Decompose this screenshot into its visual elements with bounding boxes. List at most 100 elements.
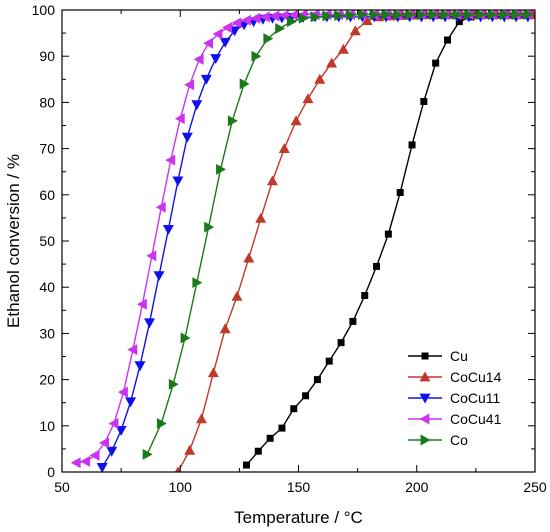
data-point-cu [337, 339, 345, 347]
y-tick-label: 70 [39, 141, 55, 157]
data-point-cocu14 [290, 115, 302, 126]
data-point-cocu41 [259, 11, 270, 23]
data-point-cu [373, 262, 381, 270]
data-point-cocu41 [89, 449, 100, 461]
data-point-co [358, 10, 368, 21]
data-point-cocu14 [267, 175, 278, 186]
y-tick-label: 60 [39, 187, 55, 203]
series-layer [70, 10, 535, 472]
data-point-cocu41 [174, 113, 185, 125]
data-point-cocu41 [155, 201, 166, 213]
data-point-cocu41 [127, 344, 138, 356]
data-point-cu [443, 36, 451, 44]
data-point-cocu14 [361, 15, 373, 25]
legend-marker [419, 371, 431, 382]
data-point-cocu14 [184, 444, 196, 455]
data-point-cu [290, 405, 298, 413]
data-point-cu [384, 230, 392, 238]
legend-marker [419, 413, 430, 425]
data-point-cu [266, 434, 274, 442]
data-point-cocu41 [80, 455, 91, 467]
x-axis-title: Temperature / °C [234, 508, 363, 527]
data-point-cocu11 [172, 176, 184, 187]
data-point-cu [361, 292, 369, 300]
data-point-cocu41 [165, 154, 176, 166]
data-point-cu [302, 392, 310, 400]
data-point-cocu14 [243, 252, 255, 263]
data-point-cocu14 [207, 367, 219, 378]
data-point-cocu41 [184, 79, 195, 91]
data-point-cocu14 [337, 43, 349, 54]
data-point-cocu41 [108, 418, 119, 429]
data-point-co [417, 10, 427, 21]
legend-label: Cu [450, 348, 468, 364]
data-point-co [142, 448, 153, 460]
x-tick-label: 200 [405, 479, 429, 495]
data-point-co [251, 50, 262, 62]
data-point-cocu11 [162, 225, 174, 235]
data-point-cocu11 [210, 54, 222, 64]
x-tick-label: 250 [523, 479, 547, 495]
data-point-co [464, 10, 475, 21]
y-tick-label: 40 [39, 279, 55, 295]
data-point-co [488, 10, 498, 21]
data-point-cu [325, 357, 333, 365]
data-point-co [369, 10, 380, 21]
legend-item-co: Co [408, 432, 468, 448]
legend: Cu CoCu14 CoCu11 CoCu41 Co [408, 348, 502, 448]
data-point-cocu41 [136, 298, 147, 310]
data-point-co [346, 10, 356, 21]
data-point-cocu14 [349, 25, 361, 36]
data-point-cocu41 [241, 14, 251, 26]
data-point-cocu14 [196, 413, 207, 424]
legend-marker [419, 393, 431, 404]
data-point-co [381, 10, 392, 21]
data-point-cocu41 [99, 437, 109, 449]
legend-item-cocu41: CoCu41 [408, 411, 502, 427]
data-point-co [428, 10, 439, 21]
data-point-cu [254, 447, 262, 455]
data-point-co [393, 10, 404, 21]
y-tick-label: 100 [32, 2, 56, 18]
data-point-cocu41 [231, 17, 242, 29]
x-tick-label: 150 [287, 479, 311, 495]
data-point-cocu14 [255, 212, 267, 223]
data-point-cocu11 [153, 271, 165, 282]
data-point-cu [420, 97, 428, 105]
y-tick-label: 90 [39, 48, 55, 64]
legend-item-cocu11: CoCu11 [408, 390, 501, 406]
data-point-co [156, 418, 167, 429]
data-point-cocu14 [278, 143, 290, 153]
y-tick-label: 50 [39, 233, 55, 249]
axis-ticks: 50 100 150 200 250 0 10 20 30 40 50 60 70 80 90 100 [32, 2, 547, 495]
data-point-cocu41 [70, 457, 81, 469]
legend-marker [420, 434, 431, 446]
data-point-co [168, 378, 179, 390]
data-point-cocu41 [222, 22, 232, 34]
data-point-co [192, 277, 203, 289]
data-point-cocu41 [146, 250, 157, 262]
data-point-cocu11 [144, 318, 155, 329]
data-point-co [263, 33, 274, 45]
y-tick-label: 10 [39, 418, 55, 434]
data-point-cocu14 [174, 466, 181, 472]
y-tick-label: 30 [39, 325, 55, 341]
data-point-co [440, 10, 451, 21]
data-point-cocu14 [302, 93, 314, 104]
data-point-cocu41 [278, 10, 289, 21]
data-point-cocu11 [181, 132, 193, 143]
data-point-cu [278, 424, 286, 432]
data-point-cu [455, 18, 463, 26]
legend-label: CoCu11 [450, 390, 501, 406]
legend-item-cocu14: CoCu14 [408, 369, 502, 385]
data-point-co [180, 332, 191, 344]
legend-item-cu: Cu [408, 348, 468, 364]
data-point-co [476, 10, 487, 21]
data-point-cocu11 [106, 446, 118, 457]
data-point-cocu11 [191, 100, 203, 111]
data-point-co [239, 78, 250, 90]
legend-label: Co [450, 432, 468, 448]
data-point-co [322, 10, 333, 22]
data-point-co [310, 11, 321, 23]
data-point-co [275, 23, 286, 34]
